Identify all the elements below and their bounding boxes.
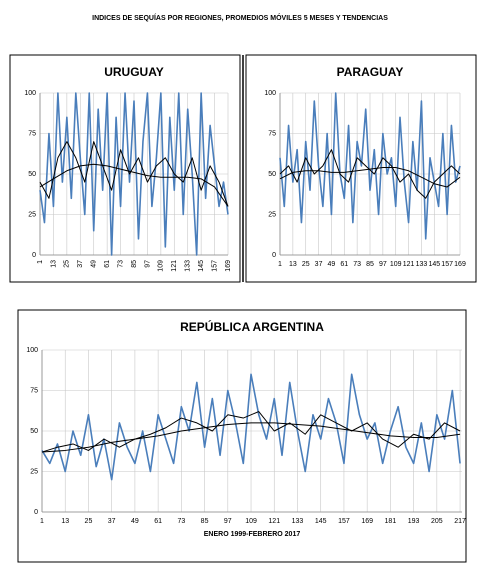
y-tick-label: 100 (26, 347, 38, 354)
x-tick-label: 121 (268, 518, 280, 525)
x-tick-label: 1 (278, 261, 282, 268)
x-tick-label: 73 (353, 261, 361, 268)
y-tick-label: 25 (268, 211, 276, 218)
y-tick-label: 75 (30, 387, 38, 394)
x-tick-label: 205 (431, 518, 443, 525)
x-tick-label: 85 (131, 260, 138, 268)
series-line (279, 92, 461, 240)
x-tick-label: 13 (61, 518, 69, 525)
x-tick-label: 145 (198, 260, 205, 272)
x-tick-label: 25 (302, 261, 310, 268)
x-tick-label: 133 (416, 261, 428, 268)
x-tick-label: 109 (390, 261, 402, 268)
x-tick-label: 121 (171, 260, 178, 272)
series-line (41, 411, 461, 453)
y-tick-label: 0 (34, 509, 38, 516)
x-tick-label: 109 (245, 518, 257, 525)
x-tick-label: 169 (225, 260, 232, 272)
x-tick-label: 97 (379, 261, 387, 268)
series-line (41, 422, 461, 453)
y-tick-label: 75 (268, 130, 276, 137)
series-line (39, 141, 229, 207)
panel-frame (9, 54, 241, 283)
x-tick-label: 133 (185, 260, 192, 272)
x-tick-label: 49 (91, 260, 98, 268)
x-tick-label: 37 (108, 518, 116, 525)
panel-frame (245, 54, 477, 283)
x-tick-label: 169 (454, 261, 466, 268)
x-tick-label: 37 (77, 260, 84, 268)
x-tick-label: 61 (104, 260, 111, 268)
x-tick-label: 133 (292, 518, 304, 525)
x-axis-label: ENERO 1999-FEBRERO 2017 (204, 531, 301, 538)
page-title: INDICES DE SEQUÍAS POR REGIONES, PROMEDI… (92, 13, 388, 22)
x-tick-label: 25 (64, 260, 71, 268)
series-line (41, 373, 461, 481)
x-tick-label: 49 (131, 518, 139, 525)
x-tick-label: 49 (328, 261, 336, 268)
series-line (279, 149, 461, 199)
x-tick-label: 85 (201, 518, 209, 525)
x-tick-label: 145 (428, 261, 440, 268)
y-tick-label: 75 (28, 130, 36, 137)
y-tick-label: 100 (24, 90, 36, 97)
chart-title: URUGUAY (104, 65, 164, 79)
x-tick-label: 13 (289, 261, 297, 268)
x-tick-label: 13 (50, 260, 57, 268)
x-tick-label: 73 (117, 260, 124, 268)
x-tick-label: 157 (441, 261, 453, 268)
x-tick-label: 193 (408, 518, 420, 525)
x-tick-label: 61 (154, 518, 162, 525)
x-tick-label: 145 (315, 518, 327, 525)
x-tick-label: 169 (361, 518, 373, 525)
x-tick-label: 61 (340, 261, 348, 268)
x-tick-label: 97 (144, 260, 151, 268)
panel-frame (17, 309, 467, 563)
x-tick-label: 109 (158, 260, 165, 272)
x-tick-label: 181 (385, 518, 397, 525)
x-tick-label: 25 (85, 518, 93, 525)
x-tick-label: 85 (366, 261, 374, 268)
x-tick-label: 73 (177, 518, 185, 525)
y-tick-label: 0 (32, 252, 36, 259)
x-tick-label: 121 (403, 261, 415, 268)
y-tick-label: 50 (30, 428, 38, 435)
x-tick-label: 157 (338, 518, 350, 525)
x-tick-label: 217 (454, 518, 466, 525)
y-tick-label: 25 (30, 468, 38, 475)
series-line (39, 92, 229, 256)
y-tick-label: 50 (28, 171, 36, 178)
series-line (39, 163, 229, 207)
y-tick-label: 0 (272, 252, 276, 259)
x-tick-label: 157 (211, 260, 218, 272)
x-tick-label: 1 (40, 518, 44, 525)
y-tick-label: 25 (28, 211, 36, 218)
chart-title: PARAGUAY (337, 65, 404, 79)
x-tick-label: 1 (37, 260, 44, 264)
x-tick-label: 37 (315, 261, 323, 268)
chart-title: REPÚBLICA ARGENTINA (180, 319, 324, 334)
y-tick-label: 100 (264, 90, 276, 97)
series-line (279, 167, 461, 188)
y-tick-label: 50 (268, 171, 276, 178)
x-tick-label: 97 (224, 518, 232, 525)
